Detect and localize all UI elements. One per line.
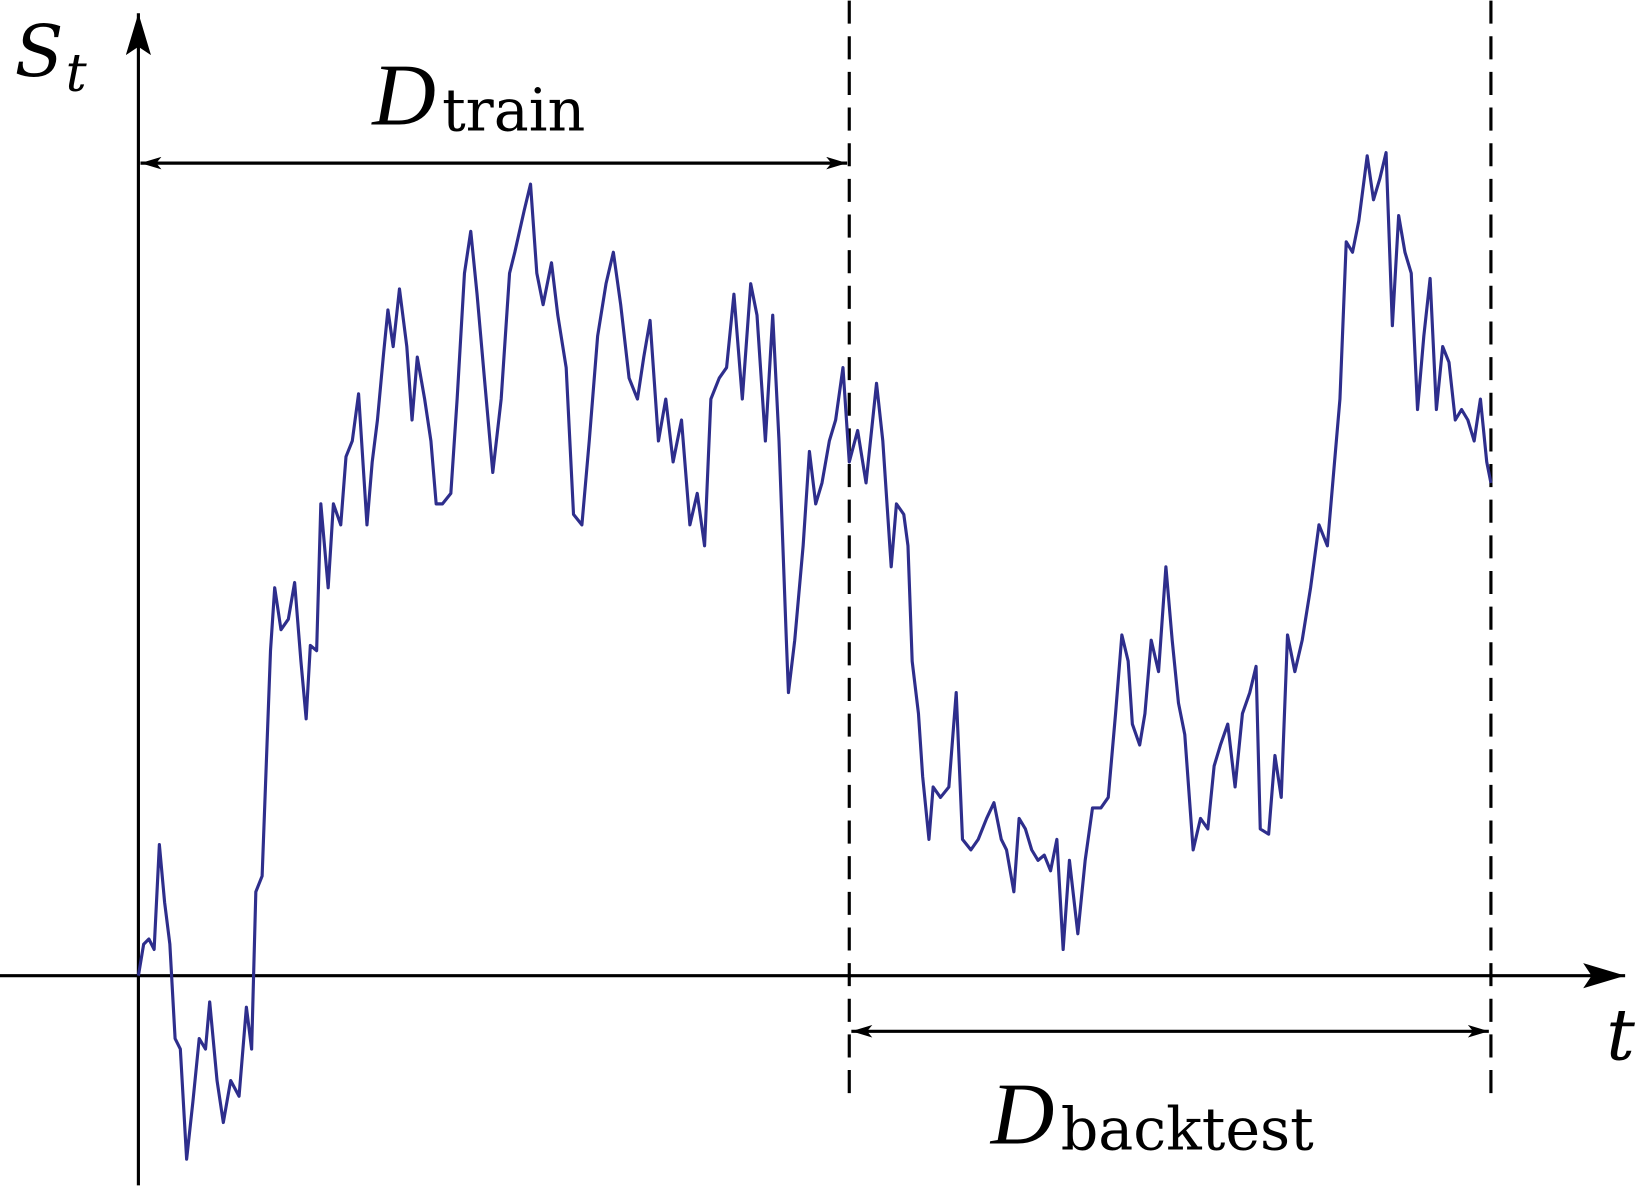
y-axis-label: St (15, 10, 88, 104)
backtest-subscript: backtest (1061, 1096, 1314, 1164)
backtest-symbol: D (990, 1066, 1055, 1163)
y-label-sub: t (66, 43, 88, 104)
train-subscript: train (442, 77, 585, 145)
y-label-main: S (15, 10, 64, 93)
price-path (136, 151, 1493, 1161)
train-symbol: D (371, 47, 436, 144)
x-axis-label: t (1606, 994, 1635, 1077)
